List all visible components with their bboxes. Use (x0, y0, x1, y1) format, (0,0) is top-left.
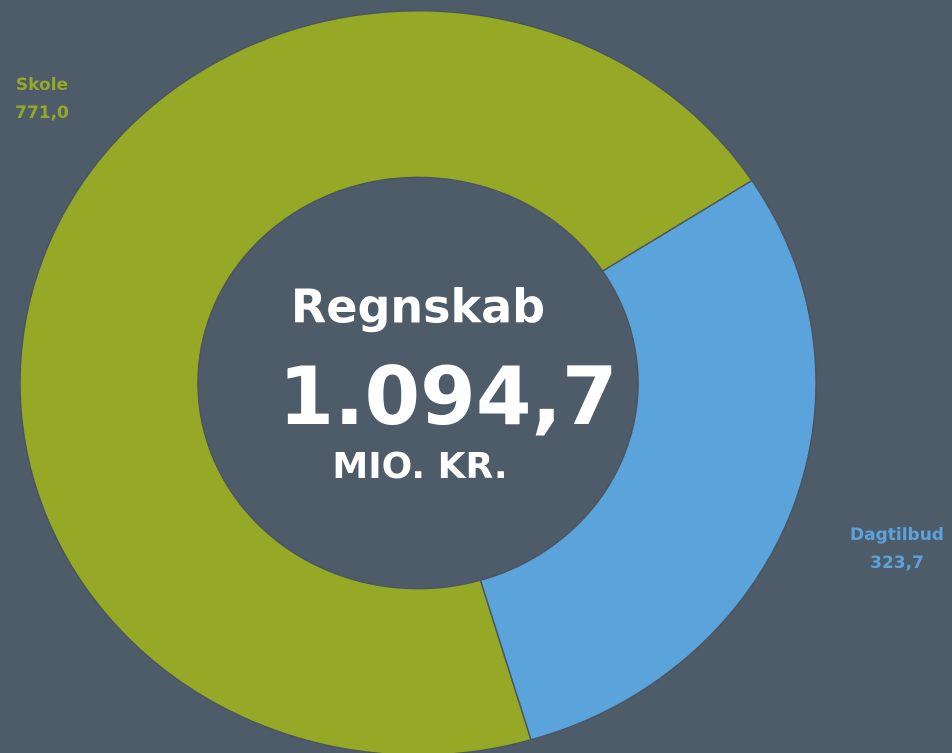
segment-label: Skole (16, 75, 68, 95)
segment-value-label: 771,0 (15, 103, 69, 123)
center-title: Regnskab (291, 280, 545, 334)
donut (19, 10, 817, 753)
center-unit: MIO. KR. (332, 446, 507, 487)
segment-value-label: 323,7 (870, 553, 924, 573)
segment-label: Dagtilbud (850, 525, 944, 545)
donut-segment (19, 10, 754, 753)
center-total: 1.094,7 (278, 350, 617, 443)
donut-segment (479, 179, 817, 741)
